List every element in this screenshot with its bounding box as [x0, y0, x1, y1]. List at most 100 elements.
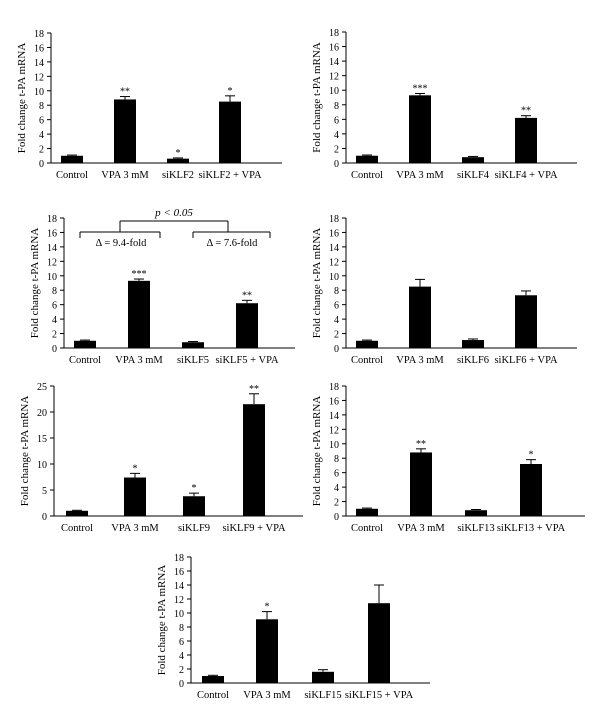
significance-label: *	[529, 450, 534, 461]
y-axis-title: Fold change t-PA mRNA	[311, 228, 323, 339]
category-label: VPA 3 mM	[101, 170, 149, 181]
y-tick-label: 18	[174, 553, 184, 564]
category-label: VPA 3 mM	[115, 355, 163, 366]
category-label: Control	[351, 523, 383, 534]
bar	[66, 510, 88, 516]
chart-panel-5: 0 5 10 15 20 25 Fold change t-PA mRNA Control * V…	[19, 382, 303, 534]
significance-label: ***	[413, 83, 428, 94]
chart-panel-3: 0 2 4 6 8 10 12 14 16 18 Fold change t-PA mRNA Cont…	[29, 207, 295, 366]
category-label: Control	[56, 170, 88, 181]
pvalue-label: p < 0.05	[154, 207, 193, 219]
y-tick-label: 18	[329, 382, 339, 393]
y-tick-label: 0	[39, 159, 44, 170]
bar	[236, 303, 258, 348]
y-axis-title: Fold change t-PA mRNA	[29, 228, 41, 339]
bar	[410, 452, 432, 516]
y-tick-label: 2	[334, 330, 339, 341]
y-tick-label: 12	[47, 257, 57, 268]
bar	[515, 117, 537, 163]
category-label: siKLF2	[162, 170, 194, 181]
category-label: Control	[197, 690, 229, 701]
y-tick-label: 12	[329, 257, 339, 268]
y-axis-title: Fold change t-PA mRNA	[19, 396, 31, 507]
y-tick-label: 14	[329, 243, 339, 254]
y-tick-label: 16	[34, 43, 44, 54]
significance-label: *	[228, 86, 233, 97]
category-label: siKLF4	[457, 170, 490, 181]
bar	[182, 342, 204, 348]
y-tick-label: 12	[174, 595, 184, 606]
y-tick-label: 4	[334, 483, 339, 494]
y-tick-label: 4	[334, 130, 339, 141]
y-tick-label: 2	[179, 665, 184, 676]
y-tick-label: 16	[47, 228, 57, 239]
y-tick-label: 8	[334, 454, 339, 465]
delta-right-label: Δ = 7.6-fold	[207, 238, 259, 249]
bar	[520, 464, 542, 516]
bar	[356, 508, 378, 516]
y-tick-label: 16	[329, 228, 339, 239]
bar	[465, 510, 487, 516]
category-label: Control	[69, 355, 101, 366]
y-tick-label: 10	[329, 440, 339, 451]
bar	[356, 340, 378, 348]
category-label: siKLF15	[304, 690, 341, 701]
delta-left-label: Δ = 9.4-fold	[96, 238, 148, 249]
bar	[243, 404, 265, 516]
y-tick-label: 8	[179, 623, 184, 634]
y-tick-label: 16	[329, 396, 339, 407]
category-label: siKLF9	[178, 523, 210, 534]
y-tick-label: 2	[52, 330, 57, 341]
y-tick-label: 20	[37, 408, 47, 419]
category-label: Control	[61, 523, 93, 534]
category-label: siKLF9 + VPA	[222, 523, 286, 534]
y-tick-label: 8	[334, 286, 339, 297]
bar	[128, 280, 150, 348]
chart-panel-4: 0 2 4 6 8 10 12 14 16 18 Fold change t-PA mRNA Cont…	[311, 214, 577, 366]
category-label: siKLF5	[177, 355, 209, 366]
y-tick-label: 16	[329, 43, 339, 54]
y-tick-label: 10	[37, 460, 47, 471]
significance-label: *	[176, 148, 181, 159]
chart-panel-7: 0 2 4 6 8 10 12 14 16 18 Fold change t-PA mRNA Cont…	[156, 553, 430, 701]
bar	[312, 671, 334, 683]
y-tick-label: 14	[174, 581, 184, 592]
y-tick-label: 2	[39, 145, 44, 156]
y-tick-label: 8	[52, 286, 57, 297]
bar	[462, 157, 484, 163]
bar	[368, 603, 390, 683]
chart-panel-1: 0 2 4 6 8 10 12 14 16 18 Fold change t-PA mRNA Cont…	[16, 29, 282, 181]
y-tick-label: 10	[47, 272, 57, 283]
category-label: siKLF13 + VPA	[497, 523, 566, 534]
y-tick-label: 12	[329, 72, 339, 83]
y-tick-label: 25	[37, 382, 47, 393]
y-tick-label: 15	[37, 434, 47, 445]
bar	[61, 155, 83, 163]
y-tick-label: 14	[329, 57, 339, 68]
y-tick-label: 0	[334, 512, 339, 523]
y-tick-label: 12	[34, 72, 44, 83]
y-tick-label: 0	[42, 512, 47, 523]
bar	[256, 619, 278, 683]
bar	[202, 676, 224, 683]
category-label: VPA 3 mM	[396, 355, 444, 366]
y-tick-label: 6	[52, 301, 57, 312]
y-tick-label: 18	[34, 29, 44, 40]
bar	[74, 340, 96, 348]
category-label: Control	[351, 355, 383, 366]
y-tick-label: 0	[52, 344, 57, 355]
y-tick-label: 12	[329, 425, 339, 436]
y-tick-label: 2	[334, 498, 339, 509]
y-tick-label: 18	[47, 214, 57, 225]
y-tick-label: 10	[329, 272, 339, 283]
y-tick-label: 10	[174, 609, 184, 620]
category-label: VPA 3 mM	[396, 170, 444, 181]
y-tick-label: 6	[334, 469, 339, 480]
category-label: VPA 3 mM	[397, 523, 445, 534]
y-tick-label: 14	[47, 243, 57, 254]
bar	[114, 99, 136, 163]
category-label: siKLF13	[457, 523, 494, 534]
category-label: VPA 3 mM	[243, 690, 291, 701]
y-tick-label: 14	[34, 58, 44, 69]
significance-label: **	[120, 87, 130, 98]
